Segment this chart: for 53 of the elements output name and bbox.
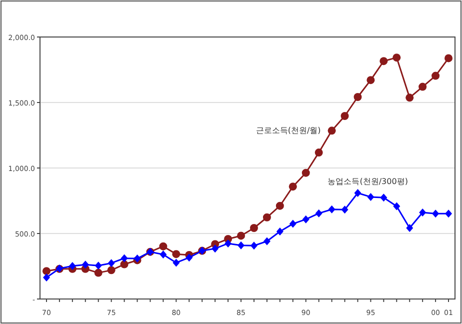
point (380, 194, 388, 202)
point (367, 192, 374, 201)
point (120, 254, 128, 262)
point (107, 266, 116, 274)
point (445, 210, 452, 218)
point (380, 57, 388, 66)
point (94, 262, 102, 270)
point (354, 189, 362, 198)
point (262, 213, 271, 222)
point (328, 205, 336, 214)
point (354, 93, 362, 101)
point (250, 224, 258, 232)
point (406, 94, 414, 102)
point (392, 54, 401, 62)
point (393, 202, 400, 210)
point (432, 210, 440, 218)
point (82, 260, 89, 269)
point (302, 215, 310, 224)
point (432, 72, 440, 80)
point (302, 168, 310, 177)
point (315, 209, 322, 218)
point (120, 260, 128, 268)
point (406, 224, 414, 232)
series-label: 근로소득(천원/월) (256, 126, 321, 135)
point (172, 258, 180, 267)
point (42, 274, 50, 282)
point (314, 148, 323, 157)
point (289, 220, 296, 228)
point (263, 237, 270, 246)
point (68, 262, 76, 270)
point (94, 268, 102, 277)
series-label: 농업소득(천원/300평) (328, 177, 408, 186)
point (159, 242, 168, 250)
point (366, 76, 375, 84)
point (328, 126, 336, 135)
point (212, 244, 219, 253)
point (419, 208, 426, 217)
point (237, 232, 246, 240)
point (276, 202, 284, 210)
point (238, 241, 245, 250)
point (108, 259, 115, 268)
point (418, 82, 427, 91)
point (340, 112, 349, 120)
point (224, 239, 232, 248)
point (444, 54, 453, 62)
point (250, 242, 258, 250)
point (288, 182, 297, 191)
point (276, 228, 284, 236)
point (186, 254, 193, 262)
point (42, 267, 50, 276)
point (341, 206, 348, 214)
point (160, 250, 167, 258)
point (172, 250, 180, 258)
